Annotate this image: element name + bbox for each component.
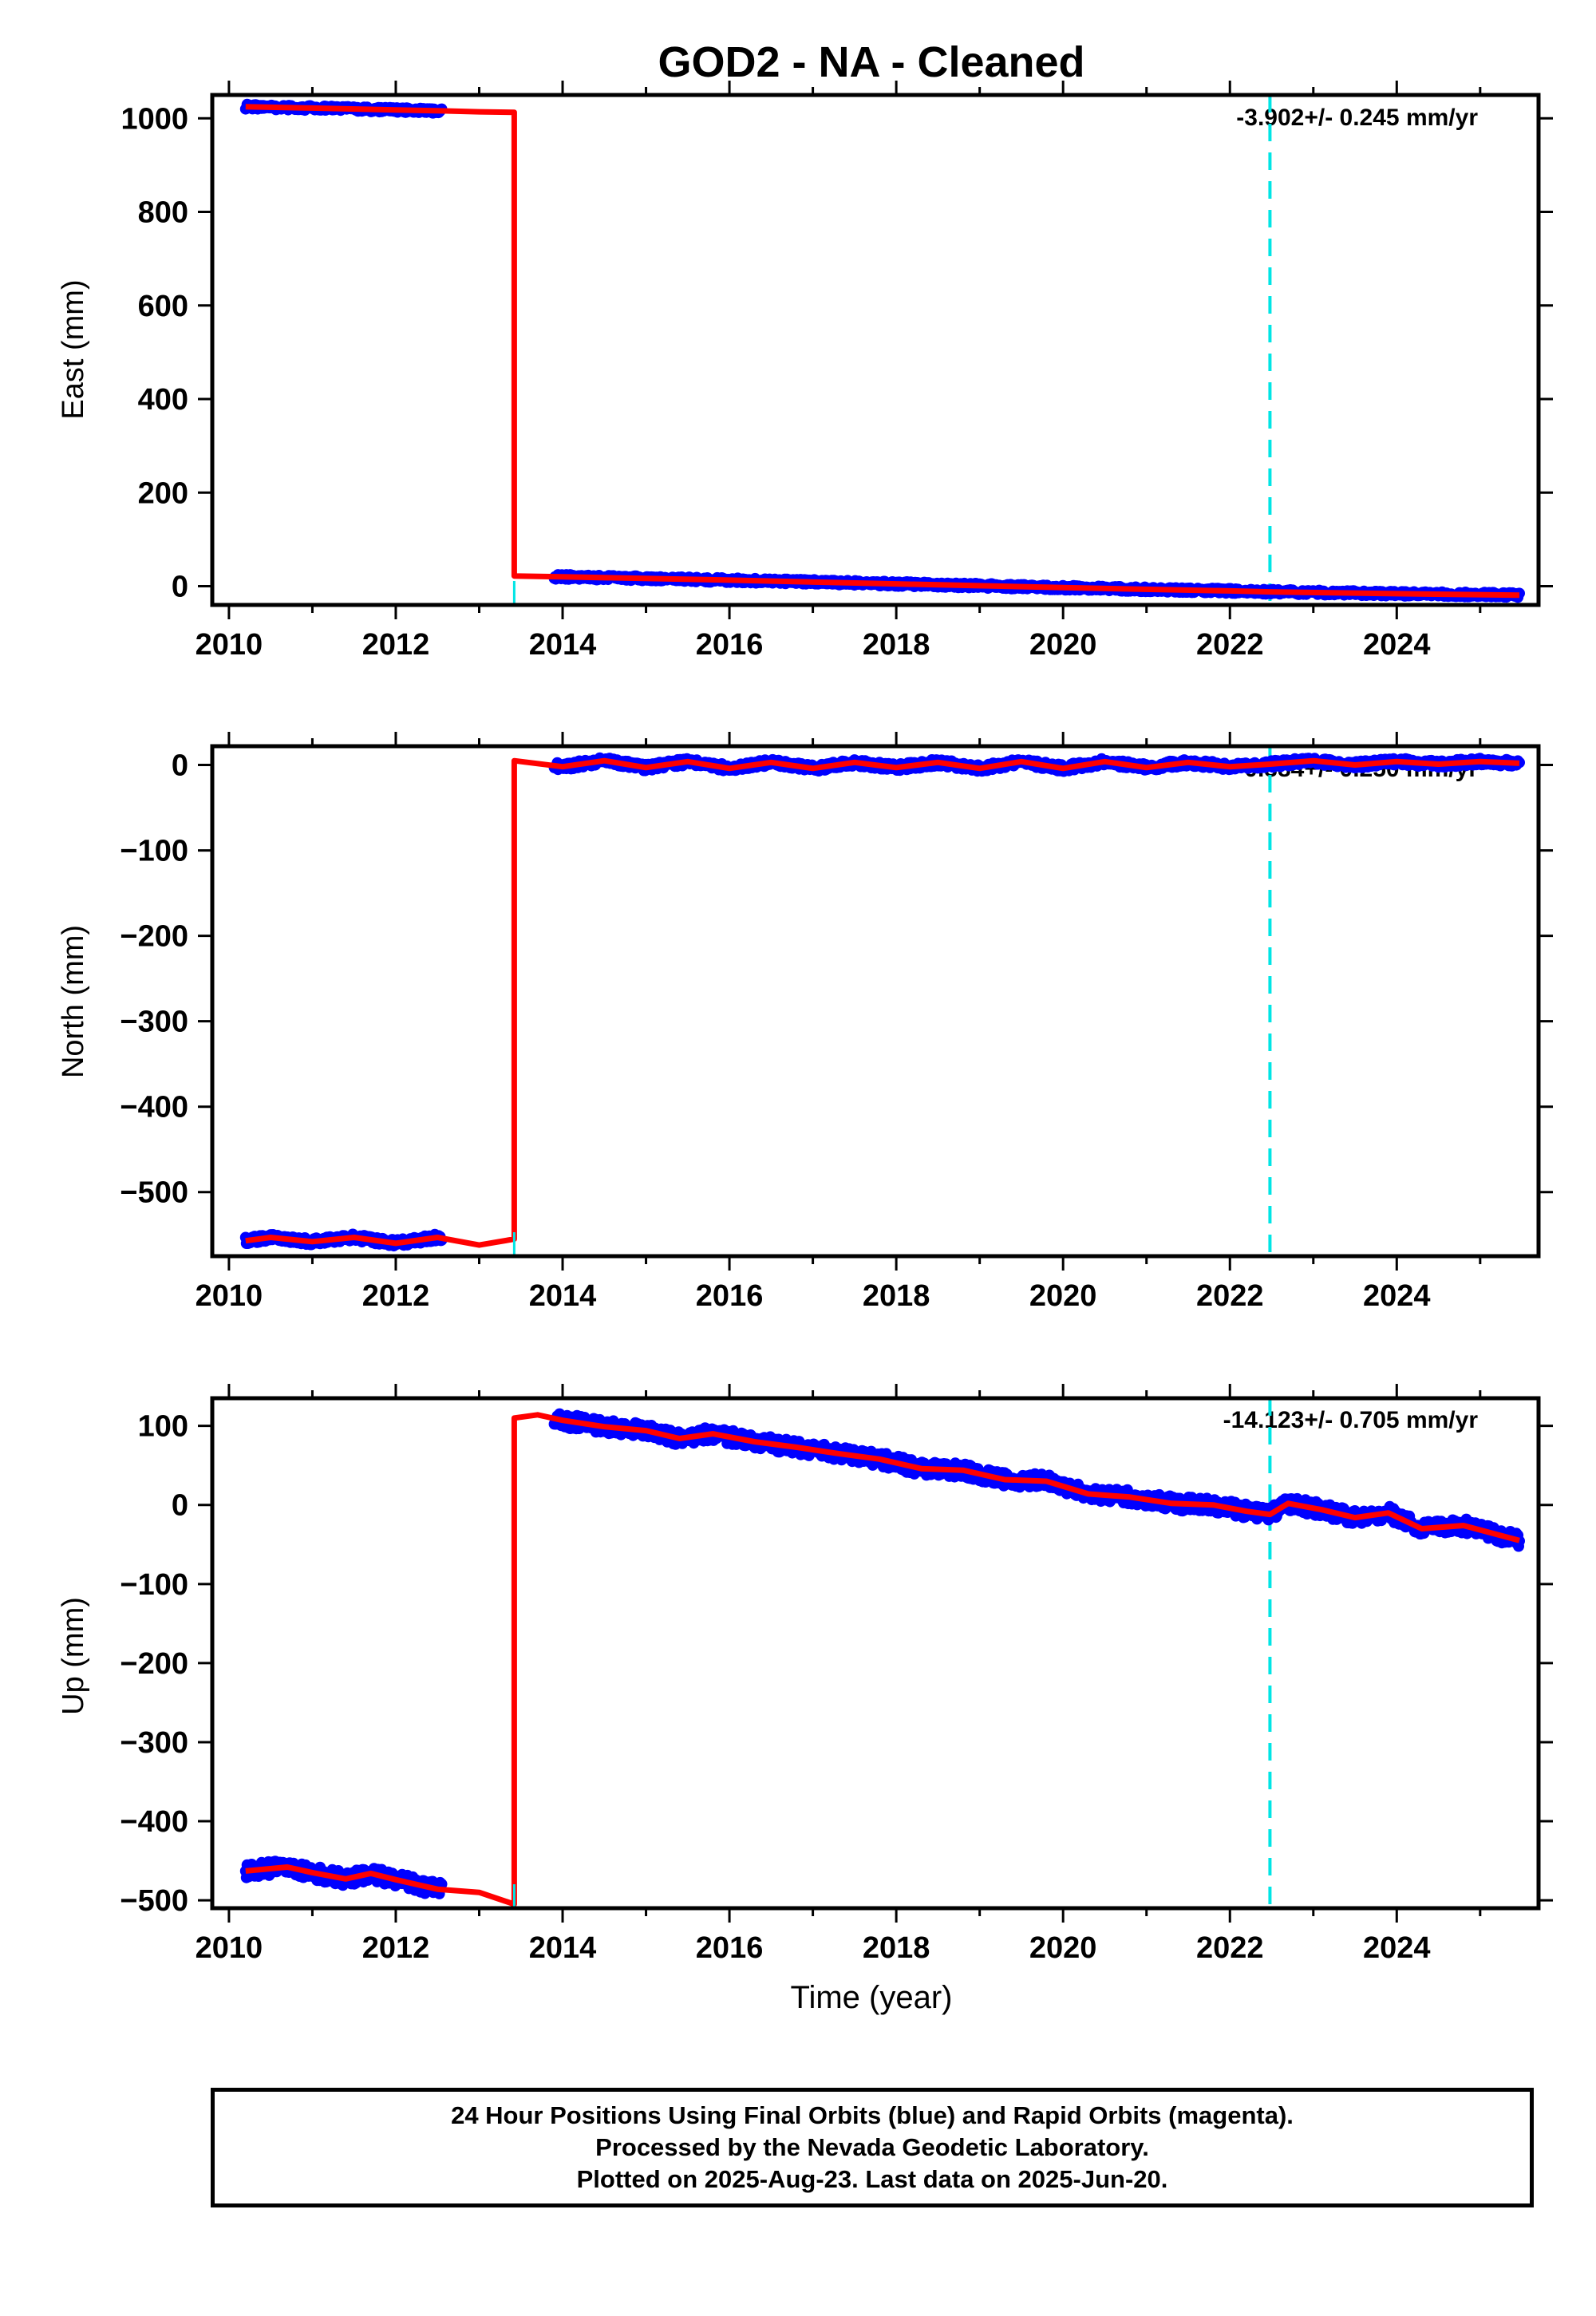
up-x-tick-label: 2022 <box>1196 1931 1264 1965</box>
up-x-tick-label: 2016 <box>696 1931 764 1965</box>
up-data-points <box>239 1408 1525 1899</box>
east-frame <box>210 93 1541 607</box>
footer-line-1: 24 Hour Positions Using Final Orbits (bl… <box>451 2101 1294 2129</box>
north-y-tick-label: −200 <box>120 920 188 954</box>
east-y-tick-label: 200 <box>138 476 188 510</box>
north-x-tick-label: 2020 <box>1029 1279 1097 1313</box>
east-x-tick-label: 2022 <box>1196 628 1264 662</box>
north-panel: North (mm) -0.384+/- 0.250 mm/yr 2010201… <box>57 732 1553 1313</box>
north-x-tick-label: 2014 <box>529 1279 597 1313</box>
east-y-tick-label: 600 <box>138 290 188 323</box>
east-x-tick-label: 2020 <box>1029 628 1097 662</box>
north-y-tick-label: 0 <box>172 749 188 783</box>
east-data-points <box>239 98 1525 603</box>
east-ylabel: East (mm) <box>57 279 90 419</box>
north-frame <box>210 744 1541 1259</box>
north-x-tick-label: 2010 <box>196 1279 263 1313</box>
up-ylabel: Up (mm) <box>57 1597 90 1715</box>
up-y-tick-label: 0 <box>172 1489 188 1523</box>
up-x-tick-label: 2018 <box>863 1931 930 1965</box>
up-panel: Up (mm) -14.123+/- 0.705 mm/yr 2010 2012 2… <box>57 1384 1553 1965</box>
up-rate-label: -14.123+/- 0.705 mm/yr <box>1223 1407 1479 1433</box>
chart-title: GOD2 - NA - Cleaned <box>658 38 1084 86</box>
up-x-tick-label: 2010 <box>196 1931 263 1965</box>
north-x-tick-label: 2012 <box>362 1279 430 1313</box>
up-y-tick-label: −100 <box>120 1568 188 1602</box>
east-y-tick-label: 800 <box>138 196 188 230</box>
up-x-tick-label: 2020 <box>1029 1931 1097 1965</box>
up-x-tick-label: 2014 <box>529 1931 597 1965</box>
east-panel: East (mm) -3.902+/- 0.245 mm/yr 2010 2012… <box>57 81 1553 662</box>
up-y-tick-label: −200 <box>120 1647 188 1681</box>
north-y-tick-label: −500 <box>120 1176 188 1210</box>
north-y-tick-label: −400 <box>120 1091 188 1124</box>
north-y-tick-label: −100 <box>120 835 188 868</box>
north-y-tick-label: −300 <box>120 1006 188 1039</box>
up-model-line <box>245 1412 1520 1907</box>
north-x-tick-label: 2024 <box>1363 1279 1431 1313</box>
east-x-tick-label: 2016 <box>696 628 764 662</box>
footer-box: 24 Hour Positions Using Final Orbits (bl… <box>211 2088 1534 2207</box>
north-model-line <box>245 757 1520 1248</box>
up-y-tick-label: −500 <box>120 1884 188 1918</box>
north-x-tick-label: 2016 <box>696 1279 764 1313</box>
north-x-tick-label: 2022 <box>1196 1279 1264 1313</box>
east-x-tick-label: 2024 <box>1363 628 1431 662</box>
footer-line-3: Plotted on 2025-Aug-23. Last data on 202… <box>576 2165 1168 2193</box>
east-y-tick-label: 1000 <box>120 102 188 136</box>
up-frame <box>210 1396 1541 1911</box>
east-y-tick-label: 0 <box>172 571 188 604</box>
up-y-tick-label: 100 <box>138 1410 188 1444</box>
east-x-tick-label: 2018 <box>863 628 930 662</box>
east-rate-label: -3.902+/- 0.245 mm/yr <box>1236 105 1478 131</box>
north-x-tick-label: 2018 <box>863 1279 930 1313</box>
footer-line-2: Processed by the Nevada Geodetic Laborat… <box>595 2133 1149 2161</box>
up-y-tick-label: −300 <box>120 1726 188 1760</box>
north-data-points <box>239 752 1525 1252</box>
east-x-tick-label: 2012 <box>362 628 430 662</box>
up-y-tick-label: −400 <box>120 1805 188 1839</box>
east-x-tick-label: 2014 <box>529 628 597 662</box>
east-y-tick-label: 400 <box>138 383 188 417</box>
east-model-line <box>245 104 1520 599</box>
east-x-tick-label: 2010 <box>196 628 263 662</box>
up-x-tick-label: 2012 <box>362 1931 430 1965</box>
north-ylabel: North (mm) <box>57 925 90 1078</box>
x-axis-label: Time (year) <box>791 1980 953 2015</box>
up-x-tick-label: 2024 <box>1363 1931 1431 1965</box>
